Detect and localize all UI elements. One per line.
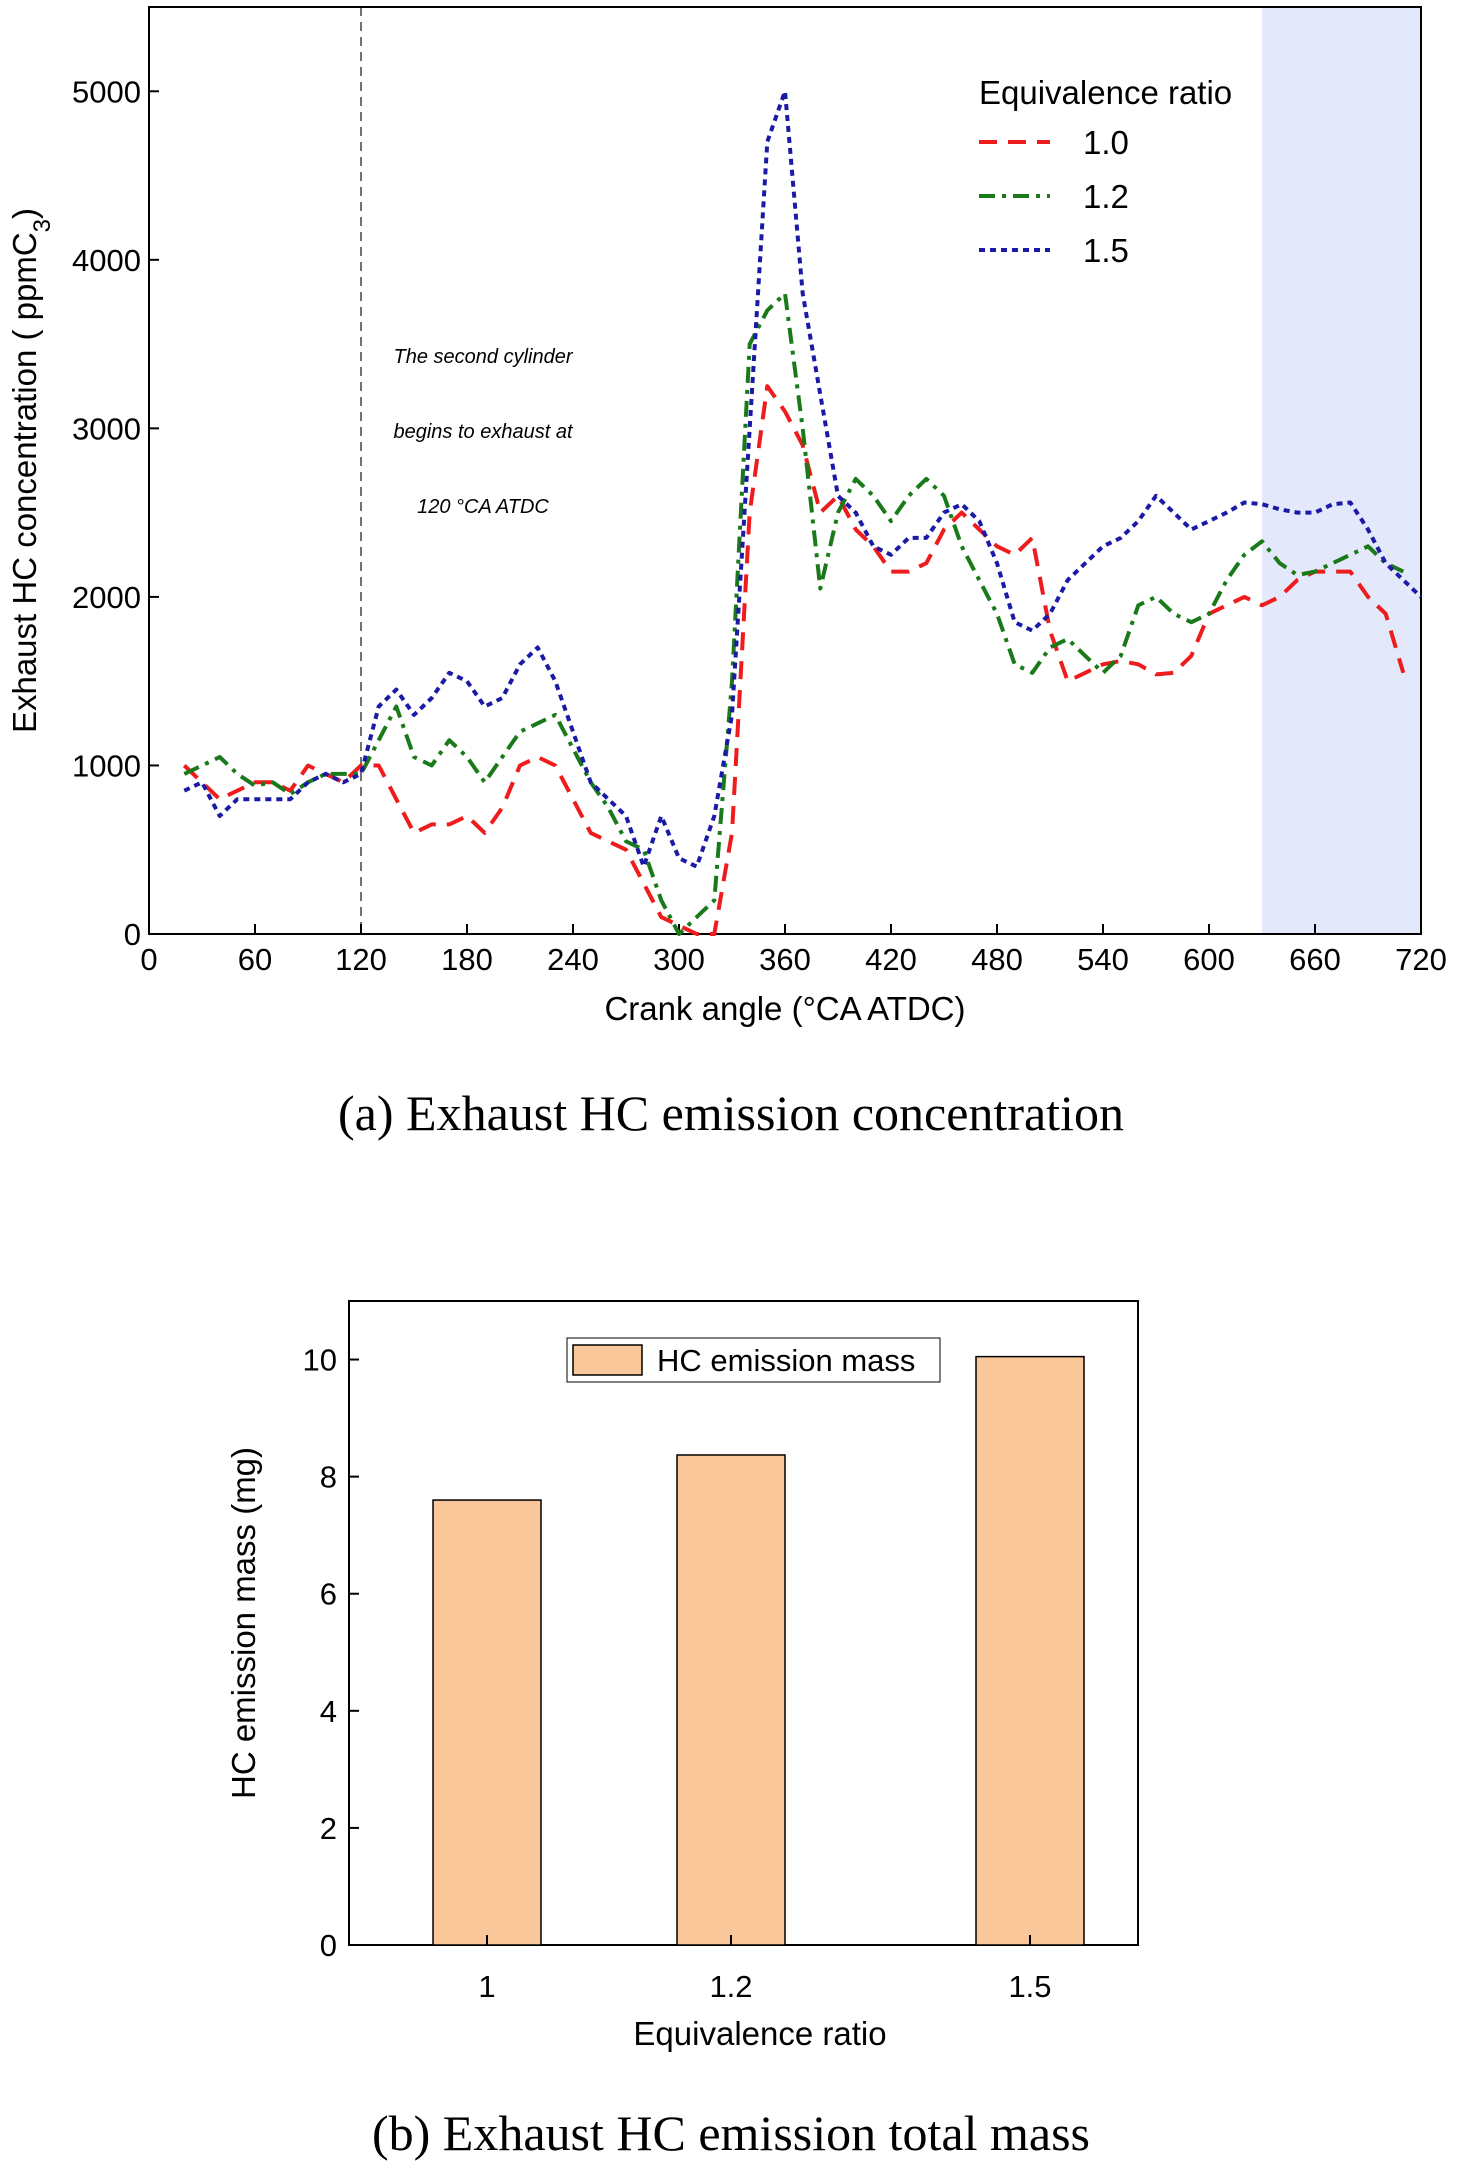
x-tick-label: 120 bbox=[335, 942, 387, 977]
bar bbox=[676, 1454, 786, 1946]
legend-label: 1.5 bbox=[1083, 232, 1129, 269]
x-tick-label: 540 bbox=[1077, 942, 1129, 977]
series-line bbox=[183, 89, 1423, 869]
x-tick-label: 480 bbox=[971, 942, 1023, 977]
x-tick-label: 600 bbox=[1183, 942, 1235, 977]
legend-swatch bbox=[572, 1344, 643, 1376]
y-tick-label: 1000 bbox=[72, 748, 141, 783]
x-tick-label: 0 bbox=[140, 942, 157, 977]
y-tick-label: 5000 bbox=[72, 74, 141, 109]
y-tick-label: 10 bbox=[303, 1343, 337, 1378]
y-tick-label: 0 bbox=[124, 917, 141, 952]
bar bbox=[432, 1499, 542, 1946]
x-tick-label: 240 bbox=[547, 942, 599, 977]
x-tick-label: 360 bbox=[759, 942, 811, 977]
y-tick-label: 2000 bbox=[72, 580, 141, 615]
annotation: The second cylinder bbox=[394, 346, 574, 368]
caption: (b) Exhaust HC emission total mass bbox=[372, 2105, 1090, 2161]
x-tick-label: 300 bbox=[653, 942, 705, 977]
y-axis-label-part: ) bbox=[6, 208, 43, 219]
y-tick-label: 3000 bbox=[72, 411, 141, 446]
x-tick-label: 420 bbox=[865, 942, 917, 977]
x-tick-label: 1.5 bbox=[1008, 1969, 1051, 2004]
y-tick-label: 0 bbox=[320, 1928, 337, 1963]
plot-frame bbox=[148, 6, 1422, 935]
x-tick-label: 1.2 bbox=[709, 1969, 752, 2004]
y-axis-label: Exhaust HC concentration ( ppmC3) bbox=[6, 208, 56, 733]
y-axis-label: HC emission mass (mg) bbox=[225, 1447, 262, 1799]
x-tick-label: 60 bbox=[238, 942, 272, 977]
legend-box bbox=[566, 1337, 941, 1383]
legend-label: 1.0 bbox=[1083, 124, 1129, 161]
caption: (a) Exhaust HC emission concentration bbox=[338, 1085, 1124, 1141]
y-tick-label: 6 bbox=[320, 1577, 337, 1612]
y-tick-label: 2 bbox=[320, 1811, 337, 1846]
x-axis-label: Equivalence ratio bbox=[633, 2015, 886, 2052]
y-axis-label-part: 3 bbox=[29, 219, 56, 232]
legend-title: Equivalence ratio bbox=[979, 74, 1232, 111]
legend-label: HC emission mass bbox=[657, 1343, 915, 1378]
annotation: 120 °CA ATDC bbox=[417, 496, 549, 518]
shaded-region bbox=[1262, 7, 1421, 934]
bar bbox=[975, 1355, 1085, 1946]
x-tick-label: 720 bbox=[1395, 942, 1447, 977]
y-tick-label: 4 bbox=[320, 1694, 337, 1729]
y-tick-label: 8 bbox=[320, 1460, 337, 1495]
series-line bbox=[182, 384, 1406, 936]
annotation: begins to exhaust at bbox=[393, 421, 573, 443]
x-tick-label: 660 bbox=[1289, 942, 1341, 977]
series-line bbox=[183, 291, 1405, 936]
x-tick-label: 180 bbox=[441, 942, 493, 977]
y-tick-label: 4000 bbox=[72, 243, 141, 278]
x-tick-label: 1 bbox=[478, 1969, 495, 2004]
legend-label: 1.2 bbox=[1083, 178, 1129, 215]
y-axis-label-part: Exhaust HC concentration ( ppmC bbox=[6, 232, 43, 733]
x-axis-label: Crank angle (°CA ATDC) bbox=[604, 990, 965, 1027]
